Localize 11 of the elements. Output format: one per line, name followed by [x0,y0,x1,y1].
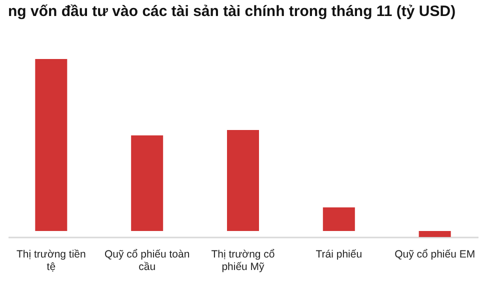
x-tick-label: Quỹ cổ phiếu toàn cầu [104,248,190,273]
bar [227,130,259,231]
chart-title: ng vốn đầu tư vào các tài sản tài chính trong tháng 11 (tỷ USD) [8,3,456,20]
bar [35,59,68,231]
x-tick-label: Thị trường cổ phiếu Mỹ [211,248,275,273]
x-tick-label: Quỹ cổ phiếu EM [394,248,476,260]
x-tick-label: Trái phiếu [316,248,362,260]
x-tick-label: Thị trường tiền tệ [16,248,86,273]
bar [131,135,164,231]
bar [418,230,451,237]
bar [322,207,355,231]
